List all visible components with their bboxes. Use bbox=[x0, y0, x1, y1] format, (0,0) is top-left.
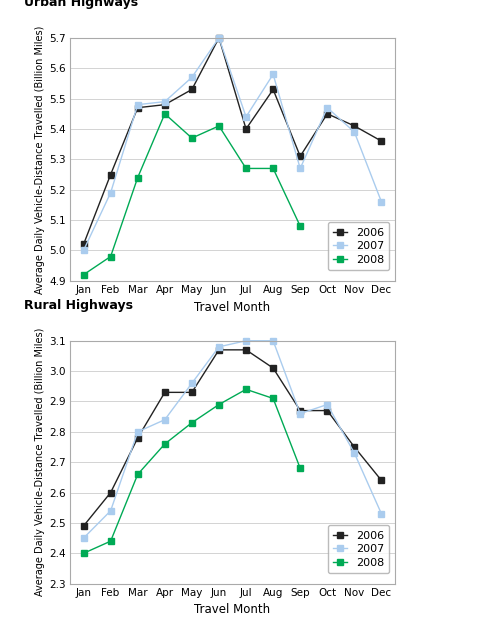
2007 bbox=[243, 337, 249, 345]
2008 bbox=[189, 134, 195, 142]
2008 bbox=[134, 174, 140, 181]
2008 bbox=[243, 386, 249, 393]
2007 bbox=[378, 510, 384, 517]
2007 bbox=[270, 71, 276, 78]
2007 bbox=[243, 113, 249, 121]
2006 bbox=[297, 407, 303, 415]
Y-axis label: Average Daily Vehicle-Distance Travelled (Billion Miles): Average Daily Vehicle-Distance Travelled… bbox=[35, 25, 45, 293]
Legend: 2006, 2007, 2008: 2006, 2007, 2008 bbox=[328, 222, 390, 270]
2008 bbox=[108, 538, 114, 545]
2006 bbox=[216, 346, 222, 353]
2007 bbox=[189, 74, 195, 81]
2008 bbox=[297, 464, 303, 472]
2006 bbox=[378, 476, 384, 484]
2006 bbox=[189, 389, 195, 396]
2006 bbox=[378, 138, 384, 145]
2006 bbox=[352, 443, 358, 451]
2008 bbox=[162, 440, 168, 448]
X-axis label: Travel Month: Travel Month bbox=[194, 603, 270, 616]
Line: 2007: 2007 bbox=[80, 35, 384, 254]
2007 bbox=[324, 401, 330, 408]
2006 bbox=[80, 240, 86, 248]
2006 bbox=[243, 125, 249, 133]
Legend: 2006, 2007, 2008: 2006, 2007, 2008 bbox=[328, 525, 390, 573]
2006 bbox=[108, 171, 114, 179]
2006 bbox=[270, 364, 276, 372]
2007 bbox=[270, 337, 276, 345]
2007 bbox=[80, 534, 86, 542]
2008 bbox=[270, 165, 276, 172]
Line: 2006: 2006 bbox=[80, 35, 384, 247]
2006 bbox=[134, 104, 140, 112]
2006 bbox=[352, 122, 358, 130]
2008 bbox=[216, 122, 222, 130]
2008 bbox=[270, 394, 276, 402]
2007 bbox=[189, 379, 195, 387]
2006 bbox=[324, 407, 330, 415]
Line: 2008: 2008 bbox=[80, 110, 304, 278]
2006 bbox=[80, 522, 86, 530]
Text: Rural Highways: Rural Highways bbox=[24, 298, 134, 312]
2008 bbox=[80, 271, 86, 278]
2006 bbox=[270, 86, 276, 93]
2008 bbox=[108, 252, 114, 260]
2007 bbox=[352, 449, 358, 457]
2007 bbox=[108, 507, 114, 514]
Text: Urban Highways: Urban Highways bbox=[24, 0, 138, 9]
2007 bbox=[352, 128, 358, 136]
2008 bbox=[189, 419, 195, 427]
2007 bbox=[134, 428, 140, 435]
2006 bbox=[324, 110, 330, 117]
2007 bbox=[134, 101, 140, 109]
2008 bbox=[216, 401, 222, 408]
Line: 2007: 2007 bbox=[80, 338, 384, 541]
2007 bbox=[297, 165, 303, 172]
2006 bbox=[162, 101, 168, 109]
2007 bbox=[80, 247, 86, 254]
2007 bbox=[216, 343, 222, 351]
2007 bbox=[162, 98, 168, 105]
X-axis label: Travel Month: Travel Month bbox=[194, 300, 270, 314]
2008 bbox=[80, 550, 86, 557]
2007 bbox=[162, 416, 168, 423]
Line: 2006: 2006 bbox=[80, 346, 384, 529]
2007 bbox=[378, 198, 384, 206]
2007 bbox=[324, 104, 330, 112]
2006 bbox=[297, 153, 303, 160]
Y-axis label: Average Daily Vehicle-Distance Travelled (Billion Miles): Average Daily Vehicle-Distance Travelled… bbox=[35, 328, 45, 596]
2008 bbox=[243, 165, 249, 172]
2006 bbox=[134, 434, 140, 442]
2007 bbox=[216, 34, 222, 42]
2006 bbox=[108, 489, 114, 497]
2007 bbox=[297, 410, 303, 418]
Line: 2008: 2008 bbox=[80, 386, 304, 557]
2006 bbox=[216, 34, 222, 42]
2008 bbox=[162, 110, 168, 117]
2006 bbox=[189, 86, 195, 93]
2008 bbox=[134, 471, 140, 478]
2008 bbox=[297, 222, 303, 230]
2006 bbox=[243, 346, 249, 353]
2007 bbox=[108, 189, 114, 196]
2006 bbox=[162, 389, 168, 396]
